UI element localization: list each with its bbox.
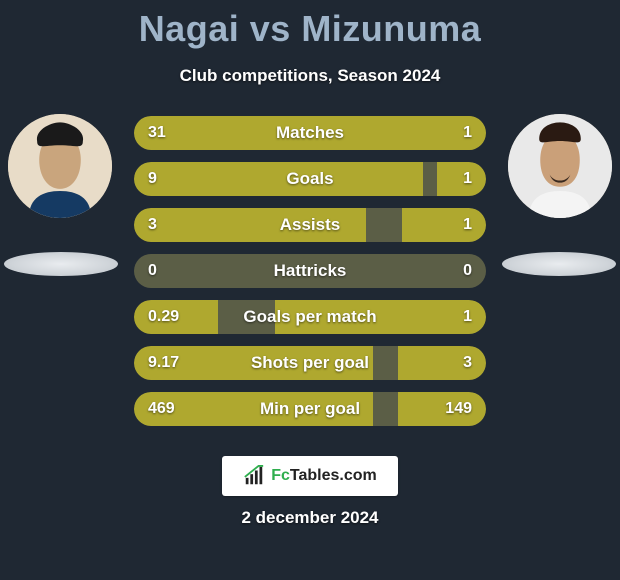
stat-fill-left <box>134 162 423 196</box>
avatar-player1-shadow <box>4 252 118 276</box>
stat-row: 31Assists <box>134 208 486 242</box>
stat-value-right: 0 <box>449 254 486 288</box>
date-text: 2 december 2024 <box>0 508 620 528</box>
stat-value-left: 0.29 <box>134 300 193 334</box>
title-player2: Mizunuma <box>301 8 481 49</box>
stat-bars: 311Matches91Goals31Assists00Hattricks0.2… <box>134 116 486 438</box>
avatar-player2-shadow <box>502 252 616 276</box>
brand-text-post: Tables.com <box>290 467 377 484</box>
stat-value-right: 1 <box>449 300 486 334</box>
stat-value-right: 1 <box>449 208 486 242</box>
stat-value-left: 31 <box>134 116 180 150</box>
stat-value-left: 3 <box>134 208 171 242</box>
stat-row: 9.173Shots per goal <box>134 346 486 380</box>
player1-silhouette-icon <box>8 114 112 218</box>
brand-text-pre: Fc <box>271 467 290 484</box>
brand-chart-icon <box>243 465 265 487</box>
stat-label: Hattricks <box>134 254 486 288</box>
stat-value-right: 1 <box>449 116 486 150</box>
title-player1: Nagai <box>139 8 240 49</box>
stat-row: 311Matches <box>134 116 486 150</box>
comparison-arena: 311Matches91Goals31Assists00Hattricks0.2… <box>0 114 620 454</box>
avatar-player2 <box>508 114 612 218</box>
stat-fill-left <box>134 116 475 150</box>
stat-row: 0.291Goals per match <box>134 300 486 334</box>
player2-silhouette-icon <box>508 114 612 218</box>
stat-value-left: 0 <box>134 254 171 288</box>
stat-value-right: 3 <box>449 346 486 380</box>
brand-badge: FcTables.com <box>222 456 398 496</box>
title-vs: vs <box>250 8 291 49</box>
stat-value-right: 149 <box>431 392 486 426</box>
stat-value-left: 9 <box>134 162 171 196</box>
brand-text: FcTables.com <box>271 467 377 485</box>
stat-row: 469149Min per goal <box>134 392 486 426</box>
stat-row: 91Goals <box>134 162 486 196</box>
avatar-player1 <box>8 114 112 218</box>
stat-value-right: 1 <box>449 162 486 196</box>
subtitle: Club competitions, Season 2024 <box>0 66 620 86</box>
stat-value-left: 9.17 <box>134 346 193 380</box>
stat-row: 0 0Hattricks <box>134 254 486 288</box>
stat-value-left: 469 <box>134 392 189 426</box>
comparison-title: Nagai vs Mizunuma <box>0 0 620 50</box>
